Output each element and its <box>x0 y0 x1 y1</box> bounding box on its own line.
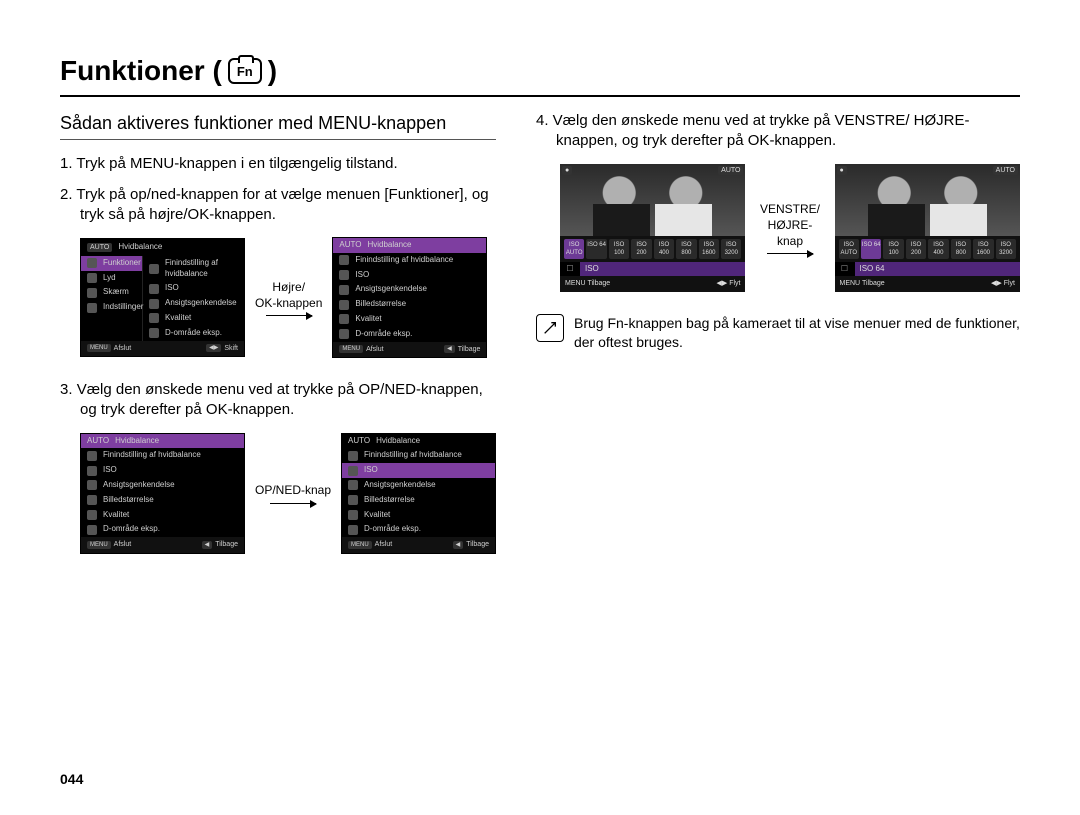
title-suffix: ) <box>268 55 277 87</box>
page-number: 044 <box>60 771 83 787</box>
step-4: 4. Vælg den ønskede menu ved at trykke p… <box>536 111 1020 152</box>
lcd-screen-1: AUTOHvidbalance Funktioner Lyd Skærm Ind… <box>80 238 245 357</box>
lcd-screen-2: AUTOHvidbalance Finindstilling af hvidba… <box>332 237 487 358</box>
step-3: 3. Vælg den ønskede menu ved at trykke p… <box>60 380 496 421</box>
page-title: Funktioner ( Fn ) <box>60 55 1020 97</box>
arrow-1: Højre/ OK-knappen <box>255 279 322 316</box>
step-1: 1. Tryk på MENU-knappen i en tilgængelig… <box>60 154 496 174</box>
iso-chip: ISO 800 <box>676 239 696 259</box>
iso-chip: ISO AUTO <box>839 239 859 259</box>
camera-icon: ☐ <box>835 264 855 275</box>
iso-chip: ISO 3200 <box>996 239 1016 259</box>
iso-chip: ISO 1600 <box>973 239 993 259</box>
iso-chip: ISO 200 <box>906 239 926 259</box>
note-icon <box>536 314 564 342</box>
arrow-3: VENSTRE/ HØJRE-knap <box>755 201 824 255</box>
iso-chip: ISO 400 <box>654 239 674 259</box>
figure-row-2: AUTOHvidbalance Finindstilling af hvidba… <box>80 433 496 554</box>
step-2: 2. Tryk på op/ned-knappen for at vælge m… <box>60 185 496 226</box>
iso-chip: ISO 200 <box>631 239 651 259</box>
photo-lcd-2: ● AUTO ISO AUTOISO 64ISO 100ISO 200ISO 4… <box>835 164 1021 292</box>
iso-chip: ISO 100 <box>883 239 903 259</box>
right-column: 4. Vælg den ønskede menu ved at trykke p… <box>536 111 1020 576</box>
iso-chip: ISO 100 <box>609 239 629 259</box>
iso-chip: ISO AUTO <box>564 239 584 259</box>
camera-icon: ☐ <box>560 264 580 275</box>
iso-chip: ISO 3200 <box>721 239 741 259</box>
left-column: Sådan aktiveres funktioner med MENU-knap… <box>60 111 496 576</box>
title-prefix: Funktioner ( <box>60 55 222 87</box>
fn-icon: Fn <box>228 58 262 84</box>
iso-chip: ISO 64 <box>861 239 881 259</box>
figure-row-3: ● AUTO ISO AUTOISO 64ISO 100ISO 200ISO 4… <box>560 164 1020 292</box>
iso-chip: ISO 800 <box>951 239 971 259</box>
iso-chip: ISO 1600 <box>699 239 719 259</box>
section-subtitle: Sådan aktiveres funktioner med MENU-knap… <box>60 111 496 140</box>
figure-row-1: AUTOHvidbalance Funktioner Lyd Skærm Ind… <box>80 237 496 358</box>
lcd-screen-3: AUTOHvidbalance Finindstilling af hvidba… <box>80 433 245 554</box>
arrow-2: OP/NED-knap <box>255 482 331 503</box>
iso-chip: ISO 64 <box>586 239 606 259</box>
note-text: Brug Fn-knappen bag på kameraet til at v… <box>574 314 1020 352</box>
lcd-screen-4: AUTOHvidbalance Finindstilling af hvidba… <box>341 433 496 554</box>
note-block: Brug Fn-knappen bag på kameraet til at v… <box>536 314 1020 352</box>
iso-chip: ISO 400 <box>928 239 948 259</box>
photo-lcd-1: ● AUTO ISO AUTOISO 64ISO 100ISO 200ISO 4… <box>560 164 746 292</box>
